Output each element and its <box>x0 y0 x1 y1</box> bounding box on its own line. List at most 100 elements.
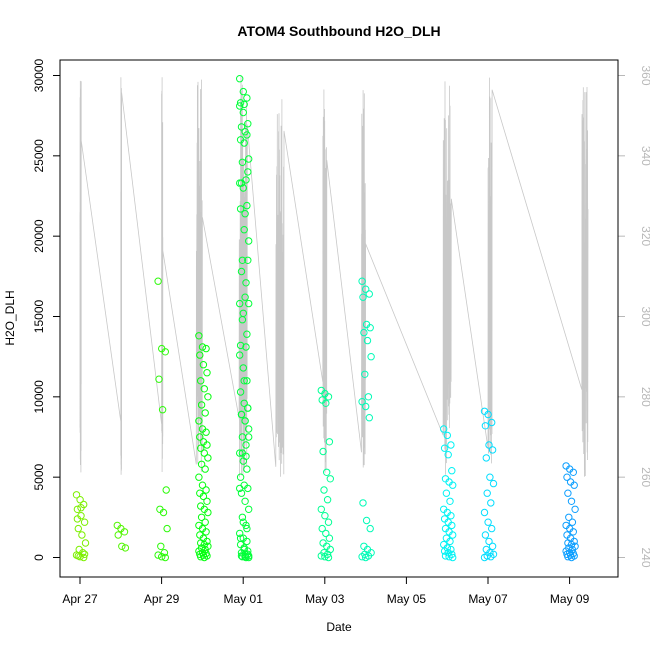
data-point <box>366 524 374 533</box>
y2-tick-label: 360 <box>639 65 650 85</box>
data-point <box>244 484 252 493</box>
data-point <box>241 210 249 218</box>
data-point <box>74 552 83 560</box>
data-point <box>361 370 369 378</box>
data-point <box>488 524 496 533</box>
secondary-series-line <box>79 76 589 478</box>
data-point <box>363 336 372 345</box>
data-point <box>240 139 248 147</box>
data-point <box>197 513 206 521</box>
data-point <box>238 513 247 521</box>
data-point <box>199 361 208 369</box>
data-point <box>197 539 205 547</box>
x-tick-label: May 07 <box>468 592 508 606</box>
data-point <box>155 375 163 383</box>
flight-points <box>562 462 579 562</box>
data-point <box>321 553 329 561</box>
data-point <box>488 446 497 454</box>
data-point <box>488 418 496 427</box>
data-point <box>365 290 373 298</box>
data-point <box>367 353 375 361</box>
x-tick-label: May 05 <box>387 592 427 606</box>
data-point <box>239 184 248 192</box>
data-point <box>236 529 244 538</box>
data-point <box>197 401 206 409</box>
data-point <box>73 505 82 513</box>
data-point <box>238 316 247 324</box>
data-point <box>198 481 207 489</box>
data-point <box>240 399 248 407</box>
data-point <box>359 293 367 301</box>
data-point <box>362 402 370 411</box>
data-point <box>195 473 203 481</box>
data-point <box>78 531 86 539</box>
data-point <box>324 553 333 562</box>
data-point <box>244 120 252 128</box>
data-point <box>487 499 495 507</box>
data-point <box>237 489 246 497</box>
data-point <box>236 102 244 110</box>
data-point <box>318 524 326 533</box>
flight-points <box>358 277 375 562</box>
data-point <box>154 277 162 285</box>
data-point <box>358 553 366 561</box>
data-point <box>317 505 325 513</box>
data-point <box>239 108 248 117</box>
data-point <box>243 465 251 473</box>
data-point <box>564 489 572 497</box>
x-tick-label: May 01 <box>224 592 264 606</box>
data-point <box>447 512 455 520</box>
data-point <box>488 542 497 550</box>
secondary-line-path <box>79 76 589 478</box>
data-point <box>239 87 248 96</box>
data-point <box>243 94 251 102</box>
data-point <box>242 553 250 562</box>
data-point <box>159 508 168 517</box>
data-point <box>443 431 451 440</box>
data-point <box>237 267 246 276</box>
data-point <box>195 332 203 340</box>
data-point <box>236 99 245 107</box>
data-point <box>444 451 452 459</box>
data-point <box>360 328 368 337</box>
data-point <box>241 417 249 425</box>
data-point <box>245 505 253 513</box>
data-point <box>570 481 578 489</box>
data-point <box>362 285 370 293</box>
data-point <box>447 441 455 449</box>
data-point <box>245 155 253 163</box>
data-point <box>197 553 205 561</box>
y-tick-label: 0 <box>32 554 46 561</box>
data-point <box>201 409 209 417</box>
data-point <box>202 486 210 494</box>
data-point <box>446 497 454 505</box>
data-point <box>162 486 170 494</box>
flight-points <box>154 277 171 562</box>
data-point <box>362 516 371 525</box>
data-point <box>480 553 489 562</box>
data-point <box>563 473 571 481</box>
data-point <box>197 444 205 452</box>
flight-points <box>480 407 498 562</box>
data-point <box>322 529 330 538</box>
data-point <box>448 467 456 475</box>
data-point <box>240 377 248 385</box>
y2-tick-label: 300 <box>639 306 650 326</box>
data-point <box>244 168 252 176</box>
data-point <box>245 237 253 245</box>
x-tick-label: Apr 29 <box>144 592 180 606</box>
data-point <box>196 351 204 359</box>
data-point <box>236 388 245 396</box>
data-point <box>322 399 330 407</box>
y2-tick-label: 280 <box>639 387 650 407</box>
data-point <box>72 491 81 499</box>
data-point <box>200 385 209 393</box>
data-point <box>239 364 248 372</box>
data-point <box>114 531 122 539</box>
data-point <box>237 552 246 560</box>
data-point <box>442 489 451 497</box>
plot-frame <box>59 59 619 578</box>
data-point <box>324 518 333 526</box>
data-point <box>236 449 244 457</box>
